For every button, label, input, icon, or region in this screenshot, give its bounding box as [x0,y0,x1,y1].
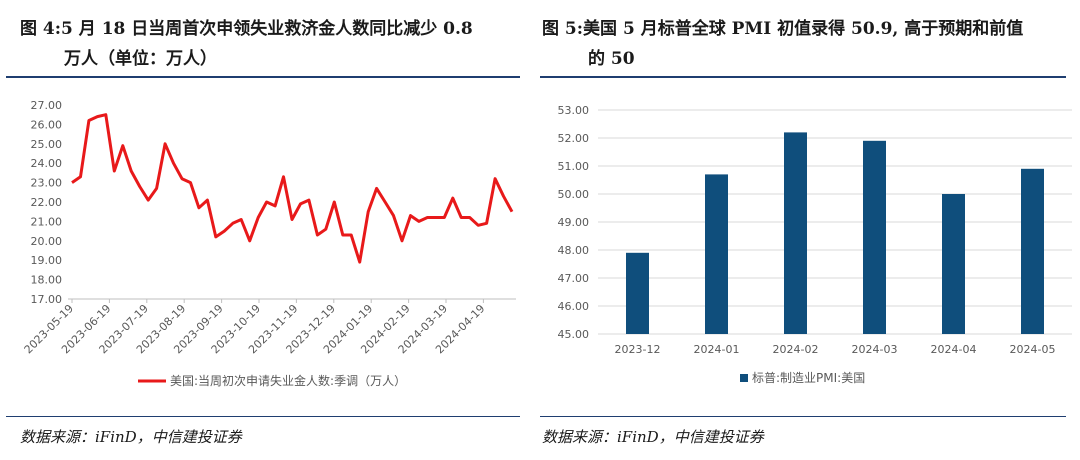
bar-2024-03 [863,140,886,334]
y-tick-label: 22.00 [31,196,63,209]
y-tick-label: 19.00 [31,254,63,267]
left-chart-title: 图 4:5 月 18 日当周首次申领失业救济金人数同比减少 0.8 万人（单位：… [20,14,520,74]
right-source-note: 数据来源：iFinD，中信建投证券 [542,428,764,446]
y-tick-label: 51.00 [558,160,590,173]
y-tick-label: 46.00 [558,300,590,313]
y-tick-label: 47.00 [558,272,590,285]
y-tick-label: 53.00 [558,104,590,117]
y-tick-label: 48.00 [558,244,590,257]
y-tick-label: 21.00 [31,215,63,228]
right-title-line1: 图 5:美国 5 月标普全球 PMI 初值录得 50.9, 高于预期和前值 [542,19,1024,39]
x-tick-label: 2024-01 [694,343,740,356]
y-tick-label: 18.00 [31,274,63,287]
right-chart-title: 图 5:美国 5 月标普全球 PMI 初值录得 50.9, 高于预期和前值 的 … [542,14,1072,74]
x-tick-label: 2024-04 [931,343,977,356]
bar-2023-12 [626,252,649,334]
y-tick-label: 52.00 [558,132,590,145]
x-tick-label: 2024-02 [773,343,819,356]
jobless-claims-line-chart: 27.00 26.00 25.00 24.00 23.00 22.00 21.00 20.00… [22,99,516,388]
y-tick-label: 24.00 [31,157,63,170]
bar-2024-05 [1021,168,1044,334]
legend-swatch [740,374,748,382]
legend-label: 美国:当周初次申请失业金人数:季调（万人） [170,373,406,388]
left-top-rule [6,76,520,78]
left-title-line1: 图 4:5 月 18 日当周首次申领失业救济金人数同比减少 0.8 [20,19,473,39]
y-tick-label: 17.00 [31,293,63,306]
x-tick-label: 2023-12 [615,343,661,356]
bar-2024-02 [784,132,807,334]
y-tick-label: 49.00 [558,216,590,229]
y-tick-label: 23.00 [31,177,63,190]
y-tick-label: 27.00 [31,99,63,112]
x-tick-label: 2024-03 [852,343,898,356]
bar-2024-04 [942,194,965,334]
y-tick-label: 45.00 [558,328,590,341]
series-line-jobless-claims [71,113,514,264]
pmi-bar-chart: 53.00 52.00 51.00 50.00 49.00 48.00 47.00 46.00… [558,104,1072,385]
y-tick-label: 25.00 [31,138,63,151]
right-title-line2: 的 50 [588,49,635,69]
y-tick-label: 20.00 [31,235,63,248]
left-title-line2: 万人（单位：万人） [64,49,217,69]
left-bottom-rule [6,416,520,417]
bar-2024-01 [705,174,728,334]
x-tick-label: 2024-05 [1010,343,1056,356]
right-bottom-rule [540,416,1066,417]
right-top-rule [540,76,1066,78]
legend-label: 标普:制造业PMI:美国 [752,371,865,385]
y-tick-label: 50.00 [558,188,590,201]
y-tick-label: 26.00 [31,118,63,131]
left-source-note: 数据来源：iFinD，中信建投证券 [20,428,242,446]
